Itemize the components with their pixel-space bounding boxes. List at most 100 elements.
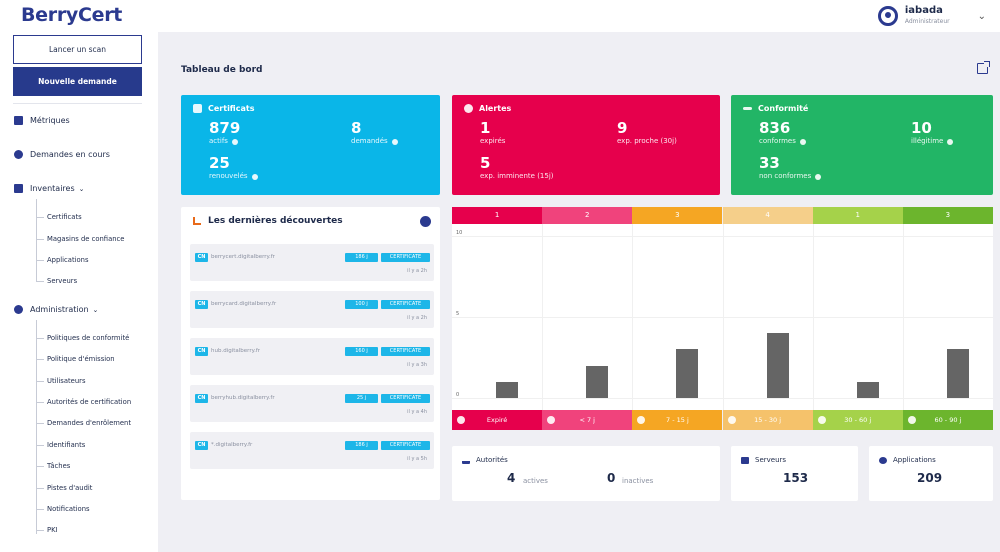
sidebar-item-label: Inventaires xyxy=(30,184,75,193)
sidebar-subitem-notifications[interactable]: Notifications xyxy=(36,505,90,513)
chart-bar[interactable] xyxy=(946,349,969,398)
info-icon xyxy=(231,138,238,145)
external-link-icon[interactable] xyxy=(977,61,990,74)
sidebar-item-metrics[interactable]: Métriques xyxy=(14,116,70,125)
sidebar-subitem-trust-stores[interactable]: Magasins de confiance xyxy=(35,235,125,243)
sidebar-subitem-certificates[interactable]: Certificats xyxy=(36,213,82,221)
stat-non-compliant: 33 non conformes xyxy=(759,155,822,181)
discovery-item[interactable]: CN hub.digitalberry.fr 160 j CERTIFICATE il … xyxy=(190,338,434,375)
user-avatar-icon[interactable] xyxy=(877,6,898,26)
app-logo[interactable]: BerryCert xyxy=(21,4,123,26)
sidebar-subitem-pki[interactable]: PKI xyxy=(36,526,58,534)
rss-icon xyxy=(193,217,201,225)
info-icon xyxy=(799,138,806,145)
chart-tick-label: 7 - 15 j xyxy=(666,416,689,424)
cn-badge: CN xyxy=(195,300,208,309)
type-badge: CERTIFICATE xyxy=(381,394,430,403)
sidebar-item-administration[interactable]: Administration ⌄ xyxy=(14,305,98,314)
chart-category-label[interactable]: 30 - 60 j xyxy=(812,410,903,430)
applications-count: 209 xyxy=(917,471,943,485)
validity-badge: 25 j xyxy=(345,394,378,403)
tree-line xyxy=(36,320,37,534)
card-title: Autorités xyxy=(462,456,508,464)
chart-bar[interactable] xyxy=(676,349,699,398)
chart-bar[interactable] xyxy=(586,365,609,398)
discovery-time: il y a 4h xyxy=(407,409,427,415)
discovery-item[interactable]: CN berryhub.digitalberry.fr 25 j CERTIFICAT… xyxy=(190,385,434,422)
sidebar-subitem-issuance-policy[interactable]: Politique d'émission xyxy=(36,355,115,363)
gear-icon xyxy=(879,456,887,464)
inactive-count: 0 xyxy=(607,471,616,485)
discovery-item[interactable]: CN berrycert.digitalberry.fr 186 j CERTIFIC… xyxy=(190,244,434,281)
discovery-host: berrycert.digitalberry.fr xyxy=(211,254,275,260)
certificates-card[interactable]: Certificats 879 actifs 8 demandés 25 ren… xyxy=(181,95,440,195)
chart-category-label[interactable]: < 7 j xyxy=(542,410,633,430)
chevron-down-icon: ⌄ xyxy=(92,305,99,314)
validity-badge: 160 j xyxy=(345,347,378,356)
crown-icon xyxy=(462,457,470,464)
stat-label: expirés xyxy=(480,137,506,145)
chart-bar[interactable] xyxy=(766,333,789,398)
new-request-button[interactable]: Nouvelle demande xyxy=(13,67,142,96)
sidebar-subitem-users[interactable]: Utilisateurs xyxy=(36,377,86,385)
user-menu[interactable]: iabada Administrateur ⌄ xyxy=(877,4,986,28)
chart-category-label[interactable]: Expiré xyxy=(452,410,543,430)
launch-scan-button[interactable]: Lancer un scan xyxy=(13,35,142,64)
chart-category-label[interactable]: 60 - 90 j xyxy=(902,410,993,430)
sidebar-item-inventories[interactable]: Inventaires ⌄ xyxy=(14,184,85,193)
chart-category-label[interactable]: 7 - 15 j xyxy=(632,410,723,430)
discovery-item[interactable]: CN *.digitalberry.fr 186 j CERTIFICATE il y … xyxy=(190,432,434,469)
sidebar-subitem-servers[interactable]: Serveurs xyxy=(35,277,78,285)
sidebar-subitem-credentials[interactable]: Identifiants xyxy=(35,441,86,449)
card-title: Applications xyxy=(879,456,936,464)
cn-badge: CN xyxy=(195,347,208,356)
discovery-host: berrycard.digitalberry.fr xyxy=(211,301,277,307)
sidebar-item-label: Demandes en cours xyxy=(30,150,110,159)
stat-value: 5 xyxy=(480,154,491,172)
chart-bar[interactable] xyxy=(496,381,519,398)
type-badge: CERTIFICATE xyxy=(381,300,430,309)
shield-icon xyxy=(14,305,23,314)
stat-label: exp. imminente (15j) xyxy=(480,172,554,180)
discovery-host: berryhub.digitalberry.fr xyxy=(211,395,275,401)
compliance-title: Conformité xyxy=(758,104,809,113)
compliance-card[interactable]: Conformité 836 conformes 10 illégitime 3… xyxy=(731,95,993,195)
chart-gridline xyxy=(452,398,993,399)
chart-y-tick-label: 0 xyxy=(456,392,460,398)
sidebar-item-requests[interactable]: Demandes en cours xyxy=(14,150,110,159)
sidebar-subitem-applications[interactable]: Applications xyxy=(36,256,89,264)
sidebar-subitem-certificate-authorities[interactable]: Autorités de certification xyxy=(35,398,132,406)
chart-gridline xyxy=(452,236,993,237)
stat-requested: 8 demandés xyxy=(351,120,398,146)
sidebar-subitem-tasks[interactable]: Tâches xyxy=(35,462,71,470)
discovery-item[interactable]: CN berrycard.digitalberry.fr 100 j CERTIFIC… xyxy=(190,291,434,328)
cn-badge: CN xyxy=(195,441,208,450)
type-badge: CERTIFICATE xyxy=(381,441,430,450)
chart-count-label: 4 xyxy=(722,207,813,224)
chart-category-label[interactable]: 15 - 30 j xyxy=(722,410,813,430)
sidebar-subitem-enrollment-requests[interactable]: Demandes d'enrôlement xyxy=(35,419,132,427)
stat-label: non conformes xyxy=(759,172,822,181)
sidebar-subitem-audit-trails[interactable]: Pistes d'audit xyxy=(35,484,93,492)
sidebar-subitem-compliance-policies[interactable]: Politiques de conformité xyxy=(35,334,130,342)
applications-card[interactable]: Applications 209 xyxy=(869,446,993,501)
chart-bar[interactable] xyxy=(856,381,879,398)
main-content: Tableau de bord Certificats 879 actifs 8… xyxy=(158,32,1000,552)
info-icon xyxy=(391,138,398,145)
validity-badge: 186 j xyxy=(345,253,378,262)
alerts-card[interactable]: Alertes 1 expirés 9 exp. proche (30j) 5 … xyxy=(452,95,720,195)
category-icon xyxy=(727,416,736,424)
servers-card[interactable]: Serveurs 153 xyxy=(731,446,858,501)
chevron-down-icon[interactable]: ⌄ xyxy=(977,10,986,22)
chart-count-label: 2 xyxy=(542,207,633,224)
cn-badge: CN xyxy=(195,253,208,262)
card-title: Serveurs xyxy=(741,456,786,464)
discovery-time: il y a 3h xyxy=(407,362,427,368)
server-icon xyxy=(741,456,749,464)
refresh-icon[interactable] xyxy=(420,216,431,227)
stat-label: renouvelés xyxy=(209,172,258,181)
servers-title: Serveurs xyxy=(755,456,787,464)
info-icon xyxy=(947,138,954,145)
authorities-card[interactable]: Autorités 4 actives 0 inactives xyxy=(452,446,720,501)
